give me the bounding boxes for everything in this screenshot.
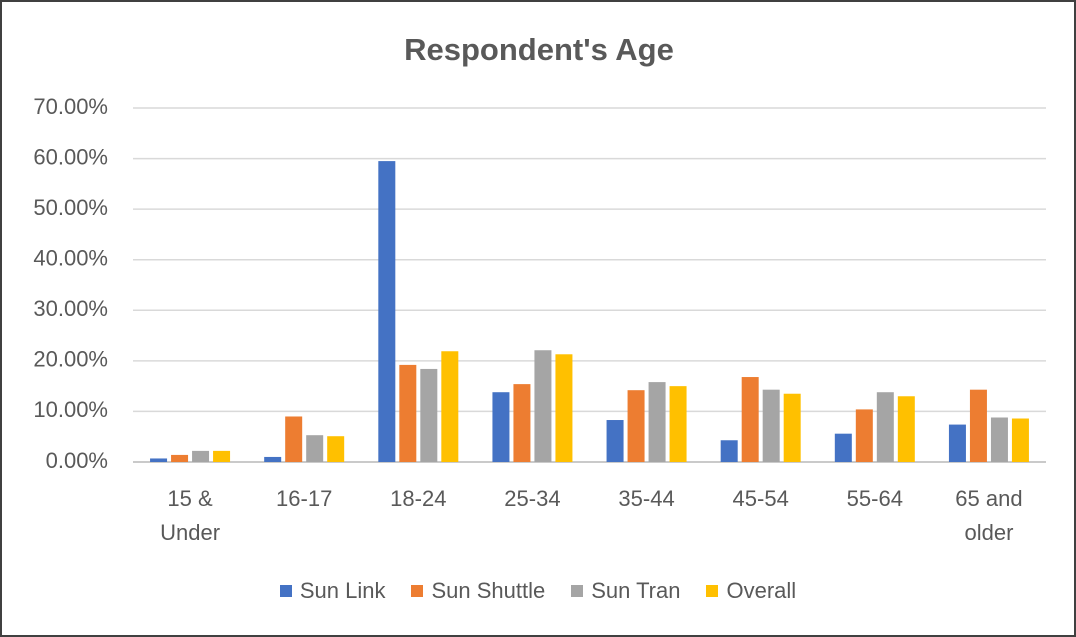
bar [285, 416, 303, 462]
legend-swatch [411, 585, 424, 597]
x-tick-label: 15 & Under [160, 486, 221, 545]
bar [534, 350, 552, 462]
bar [441, 351, 459, 462]
bar [513, 384, 531, 462]
bar [741, 377, 759, 462]
legend-label: Sun Link [299, 578, 386, 603]
x-tick-label: 25-34 [504, 486, 561, 511]
bar [969, 389, 987, 462]
legend-swatch [706, 585, 719, 597]
bar [834, 433, 852, 462]
bar [606, 420, 624, 462]
legend-item: Sun Tran [571, 578, 680, 604]
bar [627, 390, 645, 462]
x-tick-label: 45-54 [732, 486, 789, 511]
y-tick-label: 0.00% [46, 448, 108, 473]
bar [990, 417, 1008, 462]
y-tick-label: 10.00% [33, 397, 108, 422]
bar [378, 161, 396, 462]
bar [669, 386, 687, 462]
legend-label: Sun Shuttle [431, 578, 546, 603]
legend-item: Overall [706, 578, 796, 604]
bar [171, 454, 189, 462]
bar [762, 389, 780, 462]
x-tick-label: 65 and older [955, 486, 1023, 545]
bar [420, 368, 438, 462]
y-tick-label: 70.00% [33, 94, 108, 119]
legend-swatch [279, 585, 292, 597]
bar [264, 456, 282, 462]
bar [555, 354, 573, 462]
bar [783, 393, 801, 462]
chart-title: Respondent's Age [404, 32, 674, 67]
legend-label: Overall [726, 578, 797, 603]
legend-label: Sun Tran [591, 578, 681, 603]
bar [306, 435, 324, 462]
bar [855, 409, 873, 462]
bar [192, 450, 210, 462]
legend-item: Sun Link [279, 578, 386, 604]
bar [150, 458, 168, 462]
bar [399, 364, 417, 462]
x-tick-label: 18-24 [390, 486, 447, 511]
x-tick-label: 35-44 [618, 486, 675, 511]
y-tick-label: 60.00% [33, 144, 108, 169]
legend-item: Sun Shuttle [411, 578, 545, 604]
bar [1011, 418, 1029, 462]
y-tick-label: 50.00% [33, 195, 108, 220]
bar [897, 396, 915, 462]
legend-swatch [571, 585, 584, 597]
bar [327, 436, 345, 462]
legend: Sun Link Sun Shuttle Sun Tran Overall [2, 578, 1074, 604]
bar [720, 440, 738, 462]
bar [492, 392, 510, 462]
y-tick-label: 40.00% [33, 246, 108, 271]
bar [213, 450, 231, 462]
bar [876, 392, 894, 462]
y-tick-label: 20.00% [33, 347, 108, 372]
x-tick-label: 55-64 [846, 486, 903, 511]
x-tick-label: 16-17 [276, 486, 333, 511]
bar [648, 382, 666, 462]
bar [948, 424, 966, 462]
y-tick-label: 30.00% [33, 296, 108, 321]
